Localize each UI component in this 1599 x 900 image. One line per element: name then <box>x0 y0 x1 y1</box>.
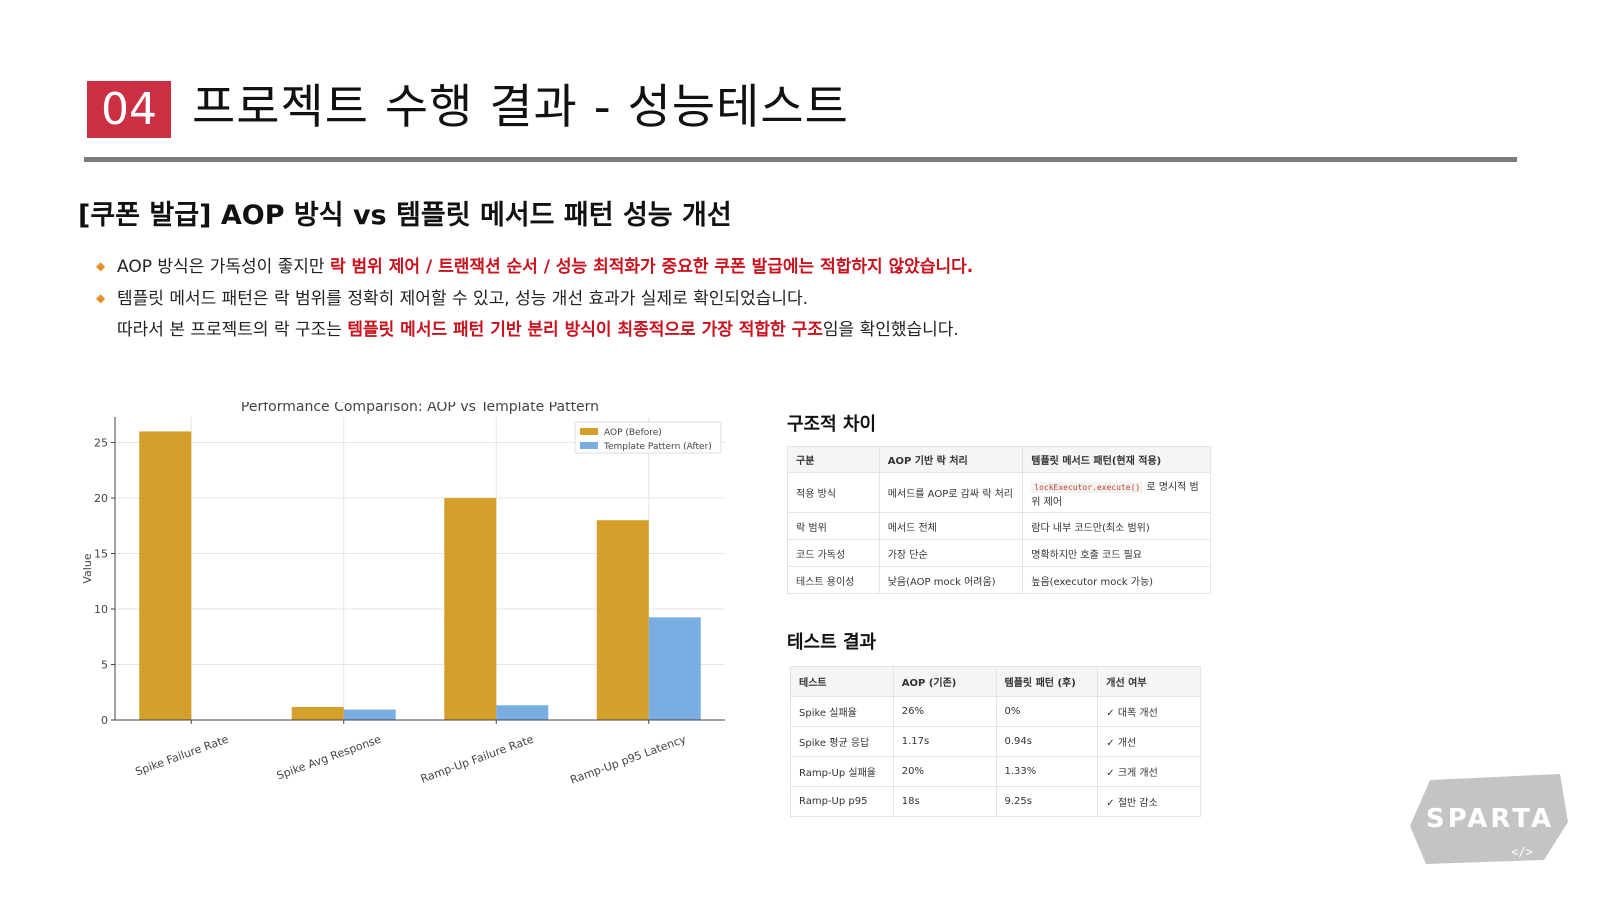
table-row: Ramp-Up 실패율 20% 1.33% ✓ 크게 개선 <box>790 756 1201 787</box>
table-cell: 람다 내부 코드만(최소 범위) <box>1022 512 1211 540</box>
table-cell: ✓ 대폭 개선 <box>1097 696 1201 727</box>
bar-template-2 <box>496 705 549 720</box>
table-cell: 가장 단순 <box>878 539 1024 567</box>
table-cell: 높음(executor mock 가능) <box>1022 566 1211 594</box>
table-cell: Spike 실패율 <box>790 696 894 727</box>
header-cell: 개선 여부 <box>1097 666 1201 697</box>
table-row: 코드 가독성 가장 단순 명확하지만 호출 코드 필요 <box>787 539 1211 567</box>
logo-text: SPARTA <box>1426 804 1554 834</box>
table-cell: 적용 방식 <box>787 472 880 513</box>
table-cell: 1.17s <box>892 726 997 757</box>
bar-template-3 <box>648 617 701 720</box>
page-title: 프로젝트 수행 결과 - 성능테스트 <box>192 80 849 135</box>
bar-aop-2 <box>444 498 497 720</box>
header-cell: 템플릿 패턴 (후) <box>995 666 1099 697</box>
table-cell: ✓ 절반 감소 <box>1097 786 1201 817</box>
table-cell: 낮음(AOP mock 어려움) <box>878 566 1024 594</box>
conclusion-text-before: 따라서 본 프로젝트의 락 구조는 <box>117 320 348 340</box>
bullet-aop: ◆ AOP 방식은 가독성이 좋지만 락 범위 제어 / 트랜잭션 순서 / 성능… <box>96 254 973 279</box>
table-cell: 테스트 용이성 <box>787 566 880 594</box>
bullet-text: 템플릿 메서드 패턴은 락 범위를 정확히 제어할 수 있고, 성능 개선 효과… <box>117 289 809 309</box>
y-tick-label: 0 <box>101 714 108 727</box>
structure-table-title: 구조적 차이 <box>787 414 877 435</box>
table-cell: 0% <box>995 696 1099 727</box>
table-header-row: 구분 AOP 기반 락 처리 템플릿 메서드 패턴(현재 적용) <box>787 446 1211 473</box>
legend-swatch <box>580 428 598 435</box>
logo-badge-shape <box>1410 774 1568 864</box>
table-cell: 20% <box>892 756 997 787</box>
table-row: Ramp-Up p95 18s 9.25s ✓ 절반 감소 <box>790 786 1201 817</box>
y-tick-label: 10 <box>94 603 108 616</box>
y-axis-label: Value <box>81 553 94 583</box>
x-tick-label: Ramp-Up p95 Latency <box>568 732 688 786</box>
legend-label: Template Pattern (After) <box>603 442 712 452</box>
table-cell: 명확하지만 호출 코드 필요 <box>1022 539 1211 567</box>
bullet-template: ◆ 템플릿 메서드 패턴은 락 범위를 정확히 제어할 수 있고, 성능 개선 효… <box>96 286 808 311</box>
table-row: Spike 실패율 26% 0% ✓ 대폭 개선 <box>790 696 1201 727</box>
table-cell: 18s <box>892 786 997 817</box>
table-row: 테스트 용이성 낮음(AOP mock 어려움) 높음(executor moc… <box>787 566 1211 594</box>
table-cell: 1.33% <box>995 756 1099 787</box>
table-row: 적용 방식 메서드를 AOP로 감싸 락 처리 lockExecutor.exe… <box>787 472 1211 513</box>
logo-subtext: </> <box>1511 845 1533 859</box>
header-cell: 템플릿 메서드 패턴(현재 적용) <box>1022 446 1211 473</box>
table-cell: 락 범위 <box>787 512 880 540</box>
results-table-title: 테스트 결과 <box>787 632 877 653</box>
header-cell: 테스트 <box>790 666 894 697</box>
table-header-row: 테스트 AOP (기존) 템플릿 패턴 (후) 개선 여부 <box>790 666 1201 697</box>
y-tick-label: 25 <box>94 437 108 450</box>
structure-comparison-table: 구분 AOP 기반 락 처리 템플릿 메서드 패턴(현재 적용) 적용 방식 메… <box>787 446 1211 594</box>
table-cell: lockExecutor.execute() 로 명시적 범위 제어 <box>1022 472 1211 513</box>
bar-template-1 <box>343 709 396 720</box>
bar-aop-1 <box>291 707 344 720</box>
section-title: [쿠폰 발급] AOP 방식 vs 템플릿 메서드 패턴 성능 개선 <box>78 200 732 231</box>
diamond-bullet-icon: ◆ <box>96 259 106 273</box>
test-results-table: 테스트 AOP (기존) 템플릿 패턴 (후) 개선 여부 Spike 실패율 … <box>790 666 1201 817</box>
table-cell: 코드 가독성 <box>787 539 880 567</box>
x-tick-label: Spike Avg Response <box>275 733 383 783</box>
header-cell: AOP 기반 락 처리 <box>878 446 1024 473</box>
sparta-logo: SPARTA </> <box>1410 774 1568 864</box>
x-tick-label: Ramp-Up Failure Rate <box>419 733 536 786</box>
table-cell: 메서드 전체 <box>878 512 1024 540</box>
inline-code: lockExecutor.execute() <box>1031 481 1144 493</box>
bar-aop-0 <box>139 431 192 720</box>
header-cell: 구분 <box>787 446 880 473</box>
conclusion-line: 따라서 본 프로젝트의 락 구조는 템플릿 메서드 패턴 기반 분리 방식이 최… <box>117 318 959 342</box>
legend-box <box>574 421 722 454</box>
legend-label: AOP (Before) <box>604 428 662 438</box>
legend-swatch <box>580 442 598 449</box>
table-cell: 0.94s <box>995 726 1099 757</box>
bar-aop-3 <box>596 520 649 720</box>
chart-title: Performance Comparison: AOP vs Template … <box>241 402 599 415</box>
performance-bar-chart: Performance Comparison: AOP vs Template … <box>81 402 725 787</box>
x-tick-label: Spike Failure Rate <box>134 733 231 779</box>
table-cell: 26% <box>892 696 997 727</box>
y-tick-label: 15 <box>94 548 108 561</box>
table-cell: Ramp-Up p95 <box>790 786 894 817</box>
bullet-text: AOP 방식은 가독성이 좋지만 <box>117 257 330 277</box>
table-cell: ✓ 크게 개선 <box>1097 756 1201 787</box>
header-cell: AOP (기존) <box>892 666 997 697</box>
section-number-badge: 04 <box>87 81 171 138</box>
conclusion-text-after: 임을 확인했습니다. <box>822 320 959 340</box>
bullet-highlight: 락 범위 제어 / 트랜잭션 순서 / 성능 최적화가 중요한 쿠폰 발급에는 … <box>329 257 974 277</box>
conclusion-highlight: 템플릿 메서드 패턴 기반 분리 방식이 최종적으로 가장 적합한 구조 <box>347 320 823 340</box>
y-tick-label: 20 <box>94 492 108 505</box>
table-cell: 9.25s <box>995 786 1099 817</box>
diamond-bullet-icon: ◆ <box>96 291 106 305</box>
table-cell: ✓ 개선 <box>1097 726 1201 757</box>
y-tick-label: 5 <box>101 659 108 672</box>
title-divider <box>84 157 1517 162</box>
table-row: Spike 평균 응답 1.17s 0.94s ✓ 개선 <box>790 726 1201 757</box>
cell-text: 로 명시적 범위 제어 <box>1031 481 1199 508</box>
table-row: 락 범위 메서드 전체 람다 내부 코드만(최소 범위) <box>787 512 1211 540</box>
table-cell: Ramp-Up 실패율 <box>790 756 894 787</box>
table-cell: 메서드를 AOP로 감싸 락 처리 <box>878 472 1024 513</box>
table-cell: Spike 평균 응답 <box>790 726 894 757</box>
